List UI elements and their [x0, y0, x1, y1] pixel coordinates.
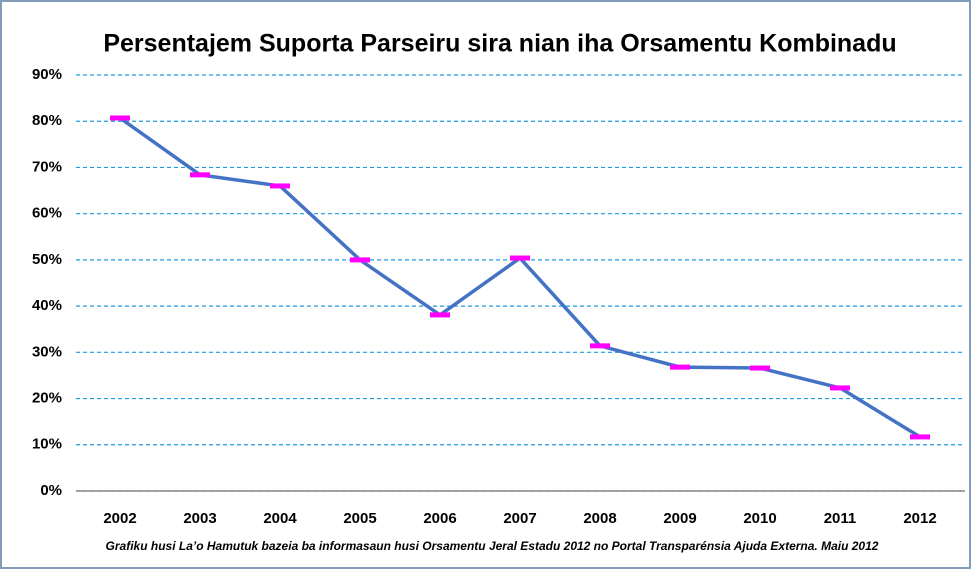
x-tick-label: 2005	[343, 510, 376, 527]
x-tick-label: 2008	[583, 510, 616, 527]
data-marker	[270, 183, 290, 189]
x-tick-label: 2011	[824, 510, 857, 527]
x-tick-label: 2003	[183, 510, 216, 527]
y-tick-label: 60%	[32, 205, 62, 222]
data-marker	[590, 343, 610, 349]
x-tick-label: 2010	[743, 510, 776, 527]
data-marker	[830, 385, 850, 391]
y-tick-label: 90%	[32, 66, 62, 83]
chart-note: Grafiku husi La’o Hamutuk bazeia ba info…	[106, 539, 879, 553]
y-tick-label: 40%	[32, 297, 62, 314]
y-tick-label: 70%	[32, 158, 62, 175]
y-tick-label: 20%	[32, 390, 62, 407]
x-tick-label: 2004	[263, 510, 297, 527]
y-tick-label: 10%	[32, 436, 62, 453]
x-tick-label: 2006	[423, 510, 456, 527]
chart-title: Persentajem Suporta Parseiru sira nian i…	[103, 30, 896, 58]
x-tick-label: 2012	[903, 510, 936, 527]
y-tick-label: 30%	[32, 343, 62, 360]
data-marker	[510, 255, 530, 261]
x-tick-label: 2007	[503, 510, 536, 527]
data-marker	[430, 312, 450, 318]
data-marker	[190, 172, 210, 178]
x-tick-label: 2009	[663, 510, 696, 527]
y-tick-label: 50%	[32, 251, 62, 268]
y-tick-label: 80%	[32, 112, 62, 129]
x-tick-label: 2002	[103, 510, 136, 527]
data-marker	[350, 257, 370, 263]
data-marker	[750, 365, 770, 371]
data-marker	[110, 115, 130, 121]
y-tick-label: 0%	[40, 482, 62, 499]
data-marker	[670, 364, 690, 370]
data-marker	[910, 434, 930, 440]
